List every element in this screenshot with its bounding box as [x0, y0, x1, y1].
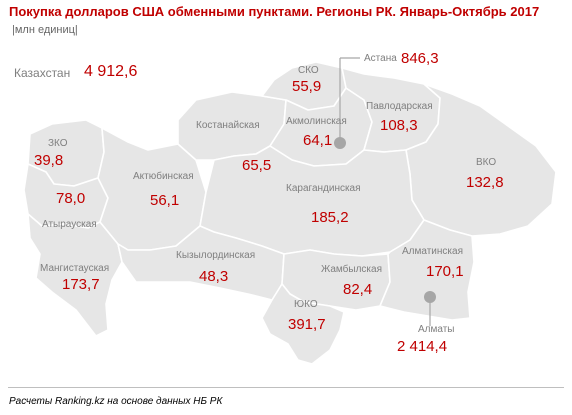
- region-label-vko: ВКО: [476, 157, 497, 168]
- region-label-kyzylorda: Кызылординская: [176, 250, 256, 261]
- region-label-almaty-region: Алматинская: [402, 246, 463, 257]
- region-shape-mangystau: [27, 213, 123, 337]
- region-value-almaty-region: 170,1: [426, 263, 464, 280]
- region-label-pavlodar: Павлодарская: [366, 101, 433, 112]
- region-label-karaganda: Карагандинская: [286, 183, 361, 194]
- region-label-astana: Астана: [364, 53, 397, 64]
- footer-divider: [8, 387, 564, 388]
- region-label-mangystau: Мангистауская: [40, 263, 110, 274]
- region-value-atyrau: 78,0: [56, 190, 86, 207]
- map-title: Покупка долларов США обменными пунктами.…: [9, 4, 540, 19]
- region-value-astana: 846,3: [401, 50, 439, 67]
- region-value-sko: 55,9: [292, 78, 322, 95]
- region-value-karaganda: 185,2: [311, 209, 349, 226]
- region-value-aktobe: 56,1: [150, 192, 180, 209]
- region-value-akmola: 64,1: [303, 132, 333, 149]
- region-value-mangystau: 173,7: [62, 276, 100, 293]
- region-shape-almaty-region: [379, 219, 475, 321]
- region-label-zhambyl: Жамбылская: [321, 264, 382, 275]
- region-value-kyzylorda: 48,3: [199, 268, 229, 285]
- region-value-vko: 132,8: [466, 174, 504, 191]
- region-label-atyrau: Атырауская: [42, 219, 97, 230]
- country-total-value: 4 912,6: [84, 63, 138, 80]
- unit-label: |млн единиц|: [12, 24, 78, 36]
- region-value-zhambyl: 82,4: [343, 281, 373, 298]
- region-value-uko: 391,7: [288, 316, 326, 333]
- region-label-zko: ЗКО: [48, 138, 68, 149]
- astana-city-marker: [334, 137, 346, 149]
- region-value-kostanay: 65,5: [242, 157, 272, 174]
- almaty-city-marker: [424, 291, 436, 303]
- region-value-pavlodar: 108,3: [380, 117, 418, 134]
- region-label-aktobe: Актюбинская: [133, 171, 194, 182]
- region-shape-uko: [261, 283, 345, 365]
- source-note: Расчеты Ranking.kz на основе данных НБ Р…: [9, 396, 223, 407]
- region-label-uko: ЮКО: [294, 299, 318, 310]
- region-value-zko: 39,8: [34, 152, 64, 169]
- region-value-almaty-city: 2 414,4: [397, 338, 448, 355]
- region-label-almaty-city: Алматы: [418, 324, 455, 335]
- region-label-sko: СКО: [298, 65, 319, 76]
- region-label-akmola: Акмолинская: [286, 116, 347, 127]
- country-total-label: Казахстан: [14, 66, 71, 80]
- region-label-kostanay: Костанайская: [196, 120, 260, 131]
